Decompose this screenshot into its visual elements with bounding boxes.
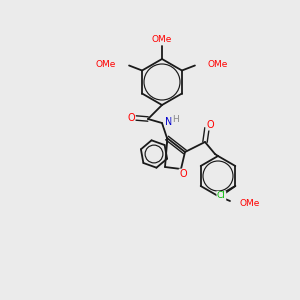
Text: O: O xyxy=(179,169,187,179)
Text: OMe: OMe xyxy=(96,60,116,69)
Text: OMe: OMe xyxy=(152,34,172,43)
Text: H: H xyxy=(172,116,179,124)
Text: O: O xyxy=(206,120,214,130)
Text: Cl: Cl xyxy=(217,191,226,200)
Text: O: O xyxy=(127,113,135,123)
Text: OMe: OMe xyxy=(240,199,260,208)
Text: OMe: OMe xyxy=(208,60,228,69)
Text: N: N xyxy=(165,117,172,127)
